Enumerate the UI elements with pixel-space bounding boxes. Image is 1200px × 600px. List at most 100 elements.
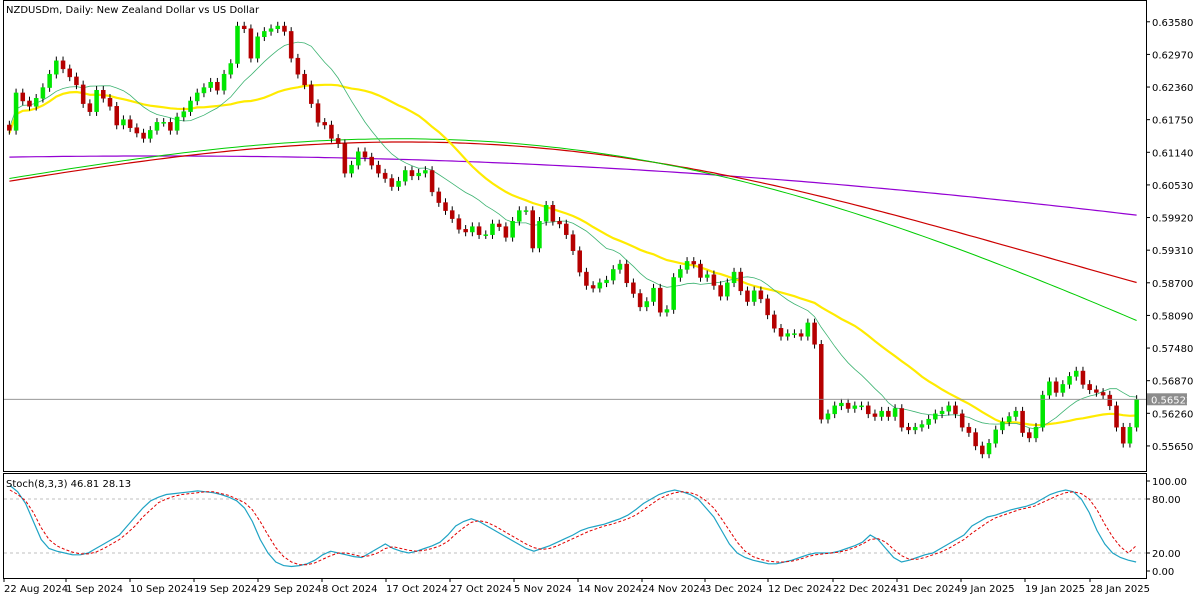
candle-body [275, 25, 281, 29]
candle-body [416, 172, 421, 177]
candle-body [127, 119, 133, 128]
price-tick-label: 0.61140 [1152, 148, 1193, 159]
candle-body [651, 287, 656, 302]
candle-body [208, 81, 213, 88]
candle-body [148, 130, 153, 139]
candle-body [1127, 426, 1133, 444]
candle-body [40, 87, 46, 99]
candle-body [302, 73, 307, 86]
date-tick-label: 8 Oct 2024 [322, 584, 377, 595]
candle-body [832, 405, 837, 415]
price-tick-label: 0.62970 [1152, 50, 1193, 61]
candle-body [644, 301, 650, 308]
candle-body [819, 344, 824, 420]
candle-body [765, 298, 770, 316]
candle-body [631, 282, 636, 294]
candle-body [711, 274, 717, 286]
candle-body [141, 132, 146, 139]
date-tick-label: 9 Jan 2025 [961, 584, 1015, 595]
candle-body [74, 76, 79, 86]
candle-body [564, 223, 569, 235]
candle-body [604, 279, 609, 284]
candle-body [463, 229, 468, 233]
candle-body [933, 413, 938, 420]
candle-body [919, 424, 925, 428]
date-tick-label: 24 Nov 2024 [642, 584, 706, 595]
candle-body [33, 98, 39, 107]
candlestick-plot [4, 21, 1146, 459]
price-tick-label: 0.62360 [1152, 83, 1193, 94]
candle-body [872, 413, 878, 417]
price-tick-label: 0.60530 [1152, 181, 1193, 192]
stoch-tick-label: 100.00 [1152, 477, 1187, 488]
date-tick-label: 10 Sep 2024 [130, 584, 193, 595]
candle-body [624, 263, 629, 284]
candle-body [67, 68, 73, 78]
candle-body [389, 178, 395, 187]
date-tick-label: 1 Sep 2024 [66, 584, 123, 595]
candle-body [993, 429, 998, 444]
candle-body [349, 164, 354, 174]
price-tick-label: 0.59920 [1152, 214, 1193, 225]
date-tick-label: 5 Nov 2024 [514, 584, 572, 595]
candle-body [13, 92, 19, 131]
candle-body [174, 116, 180, 131]
candle-body [262, 31, 267, 38]
candle-body [698, 263, 703, 278]
stoch-main-line [9, 485, 1137, 568]
date-tick-label: 31 Dec 2024 [897, 584, 961, 595]
stoch-tick-label: 20.00 [1152, 549, 1181, 560]
chart-title: NZDUSDm, Daily: New Zealand Dollar vs US… [6, 5, 260, 16]
candle-body [725, 282, 730, 297]
candle-body [825, 413, 831, 420]
candle-body [456, 218, 462, 230]
candle-body [369, 156, 374, 166]
candle-body [154, 122, 160, 131]
candle-body [530, 210, 536, 249]
candle-body [1134, 399, 1139, 428]
current-price-label: 0.56522 [1151, 395, 1192, 406]
stochastic-plot [4, 485, 1146, 568]
candle-body [80, 84, 86, 104]
candle-body [986, 443, 992, 455]
candle-body [678, 269, 683, 278]
date-tick-label: 3 Dec 2024 [705, 584, 763, 595]
candle-body [423, 170, 428, 174]
candle-body [1000, 421, 1005, 431]
candle-body [1047, 381, 1052, 396]
candle-body [228, 63, 234, 75]
candle-body [1120, 426, 1126, 444]
candle-body [429, 170, 435, 193]
date-tick-label: 29 Sep 2024 [258, 584, 321, 595]
candle-body [255, 36, 260, 59]
candle-body [221, 73, 227, 91]
date-tick-label: 14 Nov 2024 [578, 584, 642, 595]
price-tick-label: 0.58700 [1152, 279, 1193, 290]
candle-body [356, 151, 361, 166]
candle-body [1107, 394, 1113, 407]
date-tick-label: 19 Jan 2025 [1025, 584, 1085, 595]
candle-body [792, 333, 797, 335]
date-tick-label: 22 Dec 2024 [833, 584, 897, 595]
candle-body [20, 92, 26, 102]
ma-50-line [8, 83, 1137, 427]
stoch-tick-label: 80.00 [1152, 495, 1181, 506]
stoch-title: Stoch(8,3,3) 46.81 28.13 [6, 479, 131, 490]
price-axis: 0.56522 0.63580 0.62970 0.62360 0.61750 0.611… [1146, 18, 1193, 453]
stoch-axis: 100.00 80.00 20.00 0.00 [1146, 477, 1187, 578]
candle-body [1067, 376, 1072, 385]
candle-body [470, 226, 475, 233]
price-tick-label: 0.56260 [1152, 409, 1193, 420]
candle-body [859, 405, 864, 408]
candle-body [362, 151, 368, 158]
candle-body [382, 172, 388, 179]
candle-body [577, 250, 582, 273]
candle-body [342, 143, 348, 174]
candle-body [27, 100, 32, 107]
candle-body [751, 290, 757, 302]
candle-body [906, 426, 911, 431]
candle-body [798, 333, 804, 337]
candle-body [248, 28, 254, 59]
candle-body [241, 25, 247, 29]
